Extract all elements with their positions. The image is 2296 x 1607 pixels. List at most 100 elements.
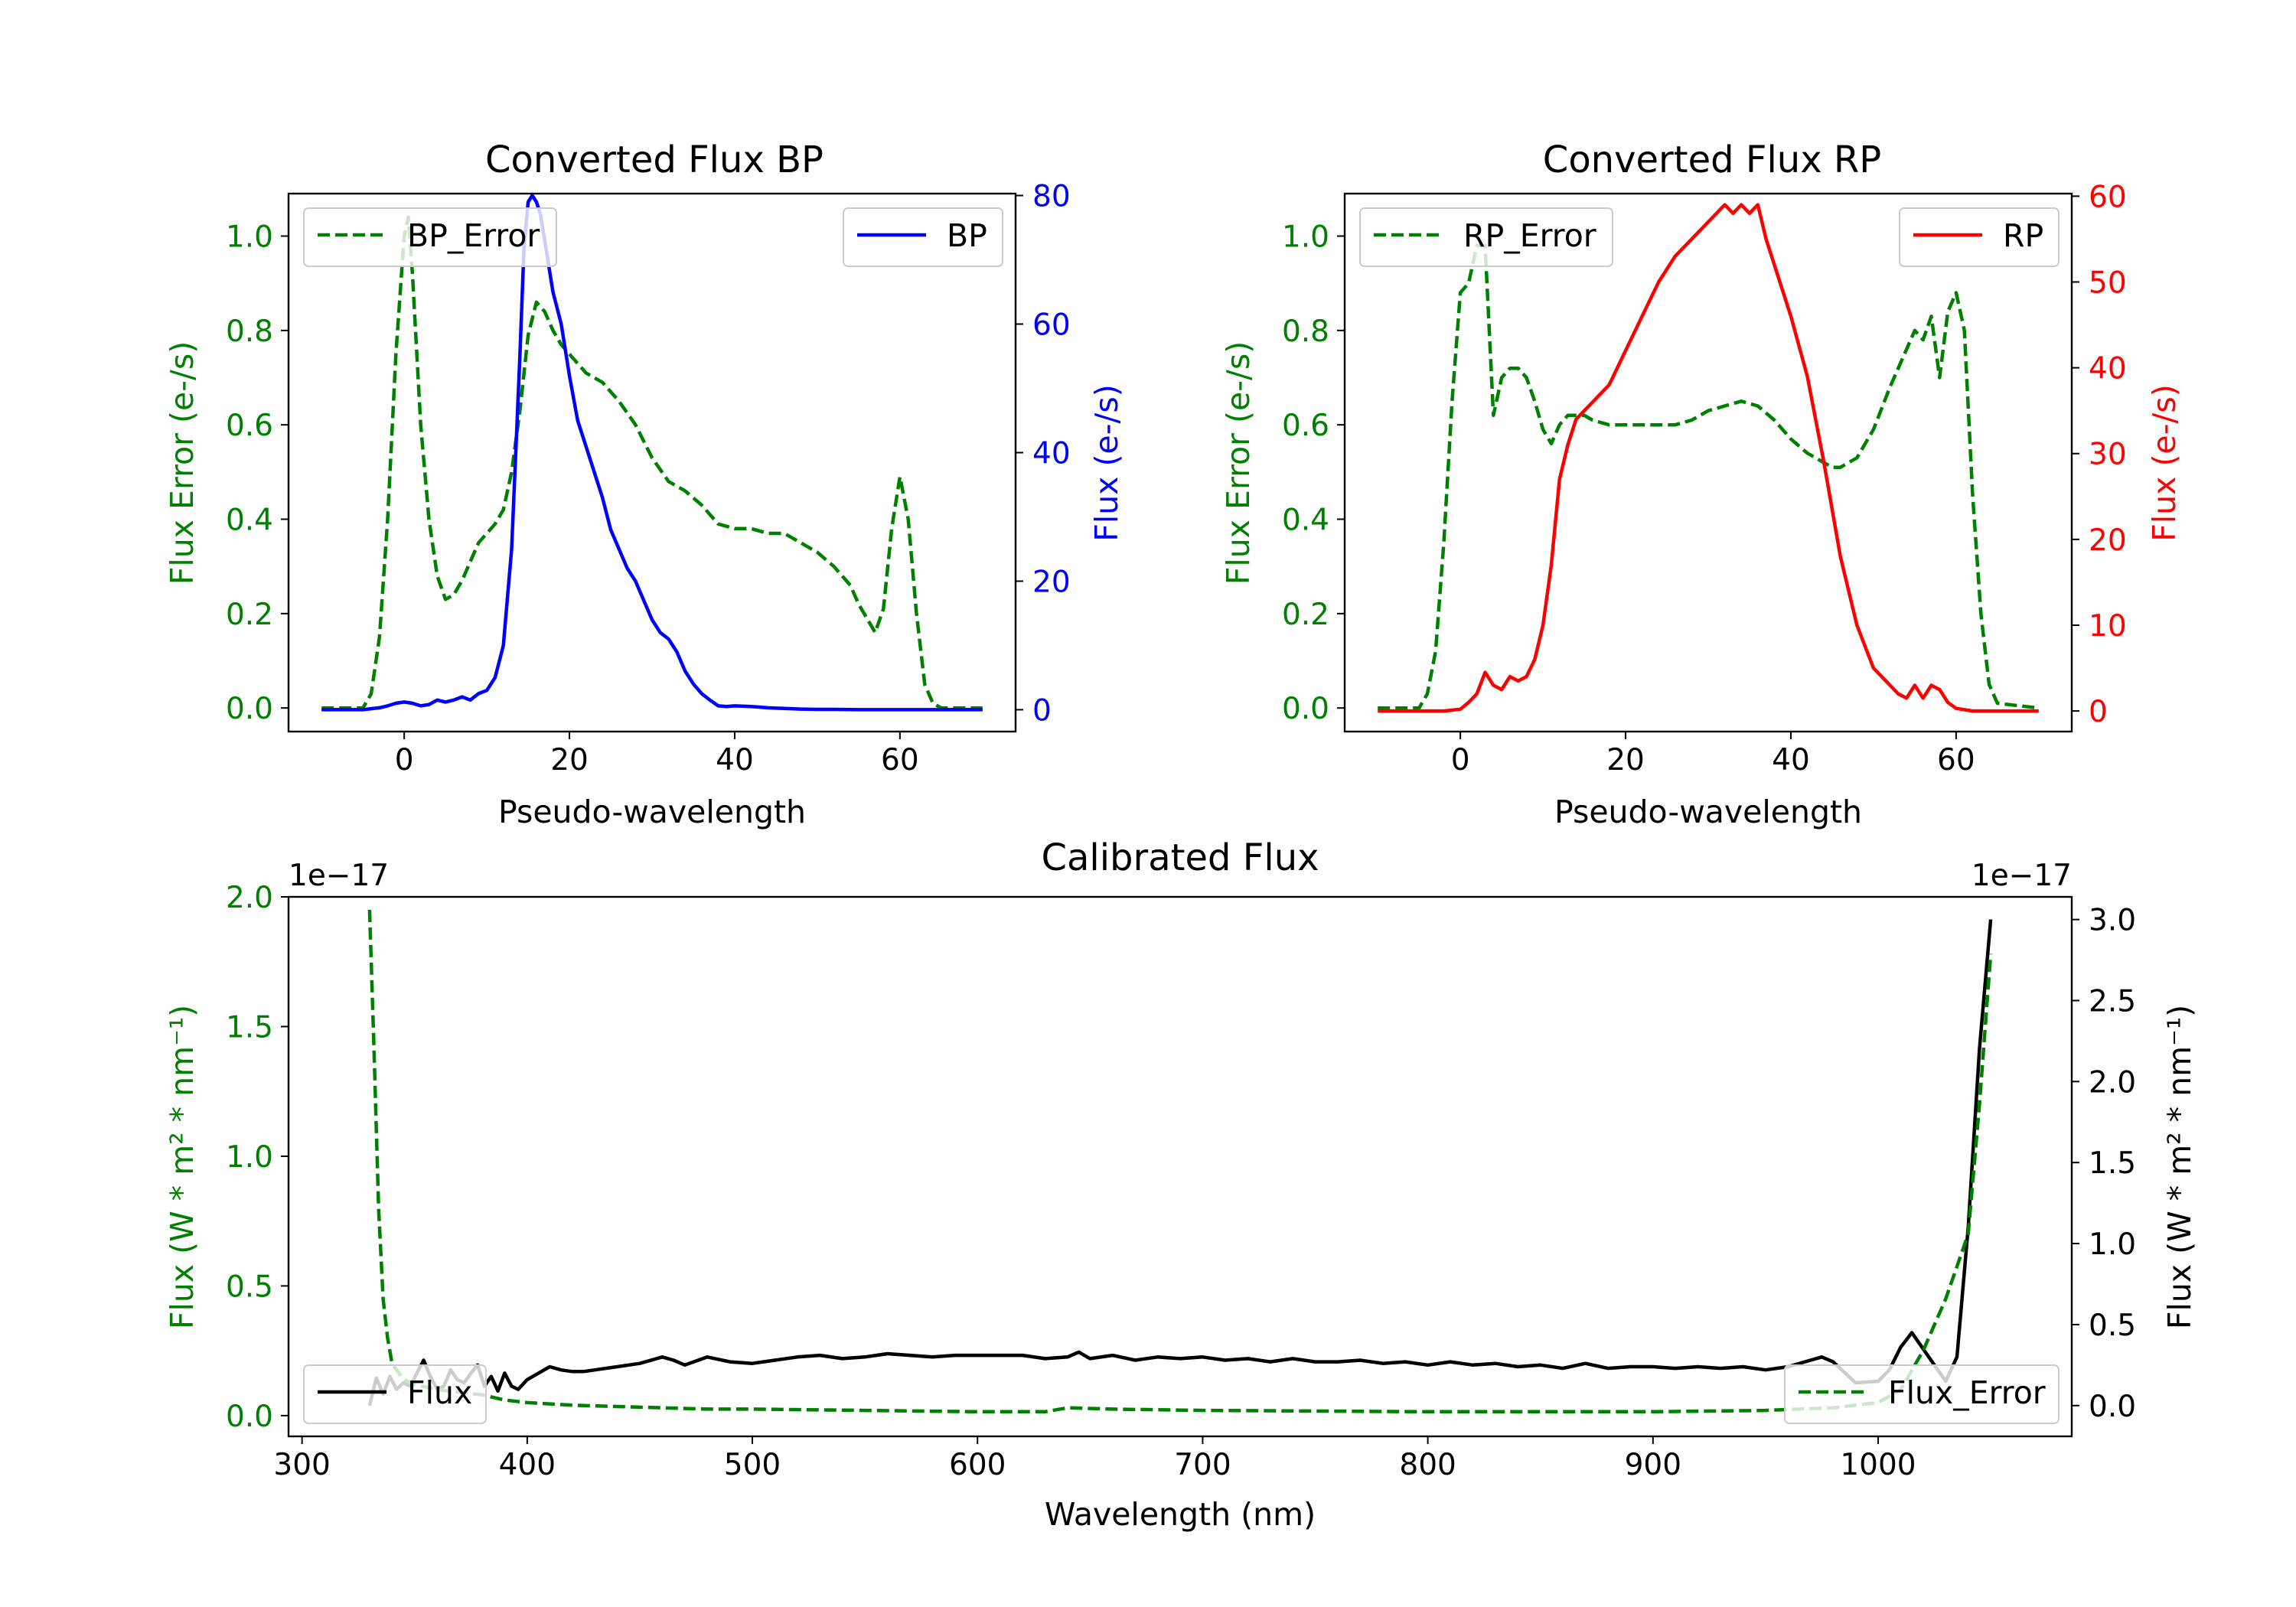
- bp-error-legend: BP_Error: [303, 207, 557, 267]
- calibrated-left-y-tick-label: 2.0: [226, 881, 273, 915]
- rp-x-tick-label: 0: [1451, 743, 1470, 777]
- rp-title: Converted Flux RP: [1543, 139, 1881, 181]
- bp-left-y-tick-label: 0.6: [226, 409, 273, 443]
- bp-left-y-tick-label: 0.0: [226, 692, 273, 726]
- rp-x-tick-label: 40: [1772, 743, 1810, 777]
- calibrated-x-tick-label: 800: [1399, 1448, 1456, 1482]
- bp-title: Converted Flux BP: [485, 139, 823, 181]
- calibrated-right-y-axis-label: Flux (W * m² * nm⁻¹): [2161, 1005, 2198, 1329]
- calibrated-x-tick-label: 700: [1174, 1448, 1231, 1482]
- calibrated-flux-legend-box: [303, 1364, 487, 1424]
- rp-right-y-tick-label: 0: [2089, 695, 2108, 729]
- rp-left-y-tick-label: 0.0: [1282, 692, 1329, 726]
- rp-legend-box: [1899, 207, 2060, 267]
- rp-error-legend-label: RP_Error: [1463, 217, 1596, 254]
- bp-error-legend-label: BP_Error: [407, 217, 540, 254]
- calibrated-left-y-axis-label: Flux (W * m² * nm⁻¹): [164, 1005, 201, 1329]
- rp-left-y-tick-label: 0.4: [1282, 504, 1329, 538]
- rp-series-rp-error: [1378, 243, 2040, 710]
- bp-right-y-tick-label: 0: [1032, 693, 1052, 728]
- rp-error-legend-box: [1359, 207, 1613, 267]
- calibrated-right-y-tick-label: 1.5: [2089, 1146, 2136, 1181]
- rp-left-y-tick-label: 0.2: [1282, 598, 1329, 632]
- rp-plot-area: [1378, 203, 2040, 713]
- rp-left-y-tick-label: 0.6: [1282, 409, 1329, 443]
- calibrated-right-y-ticks: 0.0 0.5 1.0 1.5 2.0 2.5 3.0: [2072, 904, 2136, 1424]
- calibrated-x-tick-label: 600: [949, 1448, 1006, 1482]
- rp-x-tick-label: 20: [1606, 743, 1645, 777]
- calibrated-right-y-tick-label: 0.5: [2089, 1309, 2136, 1343]
- calibrated-left-y-tick-label: 1.5: [226, 1010, 273, 1045]
- calibrated-right-y-tick-label: 0.0: [2089, 1390, 2136, 1424]
- rp-error-legend: RP_Error: [1359, 207, 1613, 267]
- bp-error-legend-box: [303, 207, 557, 267]
- calibrated-error-legend-label: Flux_Error: [1888, 1374, 2046, 1411]
- bp-left-y-tick-label: 1.0: [226, 220, 273, 255]
- bp-axes-frame: [287, 192, 1017, 733]
- rp-right-y-ticks: 0 10 20 30 40 50 60: [2072, 180, 2127, 729]
- bp-right-y-tick-label: 20: [1032, 565, 1071, 599]
- rp-right-y-axis-label: Flux (e-/s): [2146, 384, 2183, 541]
- bp-series-bp: [321, 194, 983, 712]
- bp-left-y-ticks: 0.0 0.2 0.4 0.6 0.8 1.0: [226, 220, 289, 726]
- bp-right-y-tick-label: 40: [1032, 436, 1071, 471]
- rp-x-axis-label: Pseudo-wavelength: [1554, 794, 1862, 830]
- calibrated-right-y-tick-label: 2.0: [2089, 1065, 2136, 1100]
- rp-left-y-ticks: 0.0 0.2 0.4 0.6 0.8 1.0: [1282, 220, 1345, 726]
- rp-left-y-axis-label: Flux Error (e-/s): [1220, 341, 1257, 585]
- bp-panel: Converted Flux BP 0 20 40 60 0.00.20.40.60.…: [164, 139, 1125, 830]
- calibrated-left-y-tick-label: 1.0: [226, 1140, 273, 1175]
- calibrated-left-y-tick-label: 0.5: [226, 1270, 273, 1304]
- bp-right-y-axis-label: Flux (e-/s): [1088, 384, 1125, 541]
- calibrated-x-axis-label: Wavelength (nm): [1045, 1496, 1316, 1533]
- bp-legend-box: [843, 207, 1003, 267]
- calibrated-panel: Calibrated Flux 1e−17 1e−17 300 400 500 600…: [164, 836, 2198, 1533]
- calibrated-x-ticks: 300 400 500 600 700 800 900 1000: [273, 1436, 1916, 1482]
- rp-legend: RP: [1899, 207, 2060, 267]
- bp-series-bp-error: [321, 215, 983, 710]
- calibrated-axes-frame: [287, 895, 2073, 1438]
- calibrated-x-tick-label: 1000: [1840, 1448, 1916, 1482]
- calibrated-title: Calibrated Flux: [1041, 836, 1319, 879]
- bp-left-y-tick-label: 0.4: [226, 504, 273, 538]
- bp-x-tick-label: 0: [395, 743, 414, 777]
- bp-x-tick-label: 20: [550, 743, 589, 777]
- calibrated-x-tick-label: 300: [273, 1448, 330, 1482]
- bp-left-y-axis-label: Flux Error (e-/s): [164, 341, 201, 585]
- rp-right-y-tick-label: 30: [2089, 438, 2127, 472]
- calibrated-error-legend-box: [1784, 1364, 2060, 1424]
- bp-left-y-tick-label: 0.8: [226, 315, 273, 349]
- bp-right-y-tick-label: 80: [1032, 180, 1071, 214]
- rp-axes-frame: [1343, 192, 2073, 733]
- rp-right-y-tick-label: 60: [2089, 180, 2127, 214]
- bp-left-y-tick-label: 0.2: [226, 598, 273, 632]
- rp-x-tick-label: 60: [1937, 743, 1975, 777]
- calibrated-x-tick-label: 500: [724, 1448, 781, 1482]
- bp-right-y-tick-label: 60: [1032, 308, 1071, 343]
- rp-left-y-tick-label: 1.0: [1282, 220, 1329, 255]
- calibrated-error-legend: Flux_Error: [1784, 1364, 2060, 1424]
- rp-panel: Converted Flux RP 0 20 40 60 0.00.20.40.60.…: [1220, 139, 2183, 830]
- calibrated-x-tick-label: 900: [1625, 1448, 1681, 1482]
- calibrated-flux-legend-label: Flux: [407, 1374, 472, 1411]
- calibrated-right-y-tick-label: 3.0: [2089, 904, 2136, 938]
- rp-series-rp: [1378, 203, 2039, 713]
- calibrated-left-y-tick-label: 0.0: [226, 1400, 273, 1434]
- calibrated-right-offset: 1e−17: [1971, 859, 2072, 893]
- bp-right-y-ticks: 0 20 40 60 80: [1016, 180, 1071, 728]
- calibrated-left-y-ticks: 0.0 0.5 1.0 1.5 2.0: [226, 881, 289, 1434]
- calibrated-x-tick-label: 400: [499, 1448, 556, 1482]
- bp-plot-area: [321, 194, 983, 712]
- calibrated-right-y-tick-label: 1.0: [2089, 1227, 2136, 1262]
- rp-right-y-tick-label: 10: [2089, 609, 2127, 644]
- calibrated-left-offset: 1e−17: [289, 859, 389, 893]
- bp-x-tick-label: 60: [881, 743, 919, 777]
- bp-x-ticks: 0 20 40 60: [395, 732, 919, 777]
- rp-x-ticks: 0 20 40 60: [1451, 732, 1975, 777]
- calibrated-right-y-tick-label: 2.5: [2089, 984, 2136, 1019]
- rp-right-y-tick-label: 50: [2089, 266, 2127, 300]
- rp-left-y-tick-label: 0.8: [1282, 315, 1329, 349]
- bp-x-axis-label: Pseudo-wavelength: [498, 794, 806, 830]
